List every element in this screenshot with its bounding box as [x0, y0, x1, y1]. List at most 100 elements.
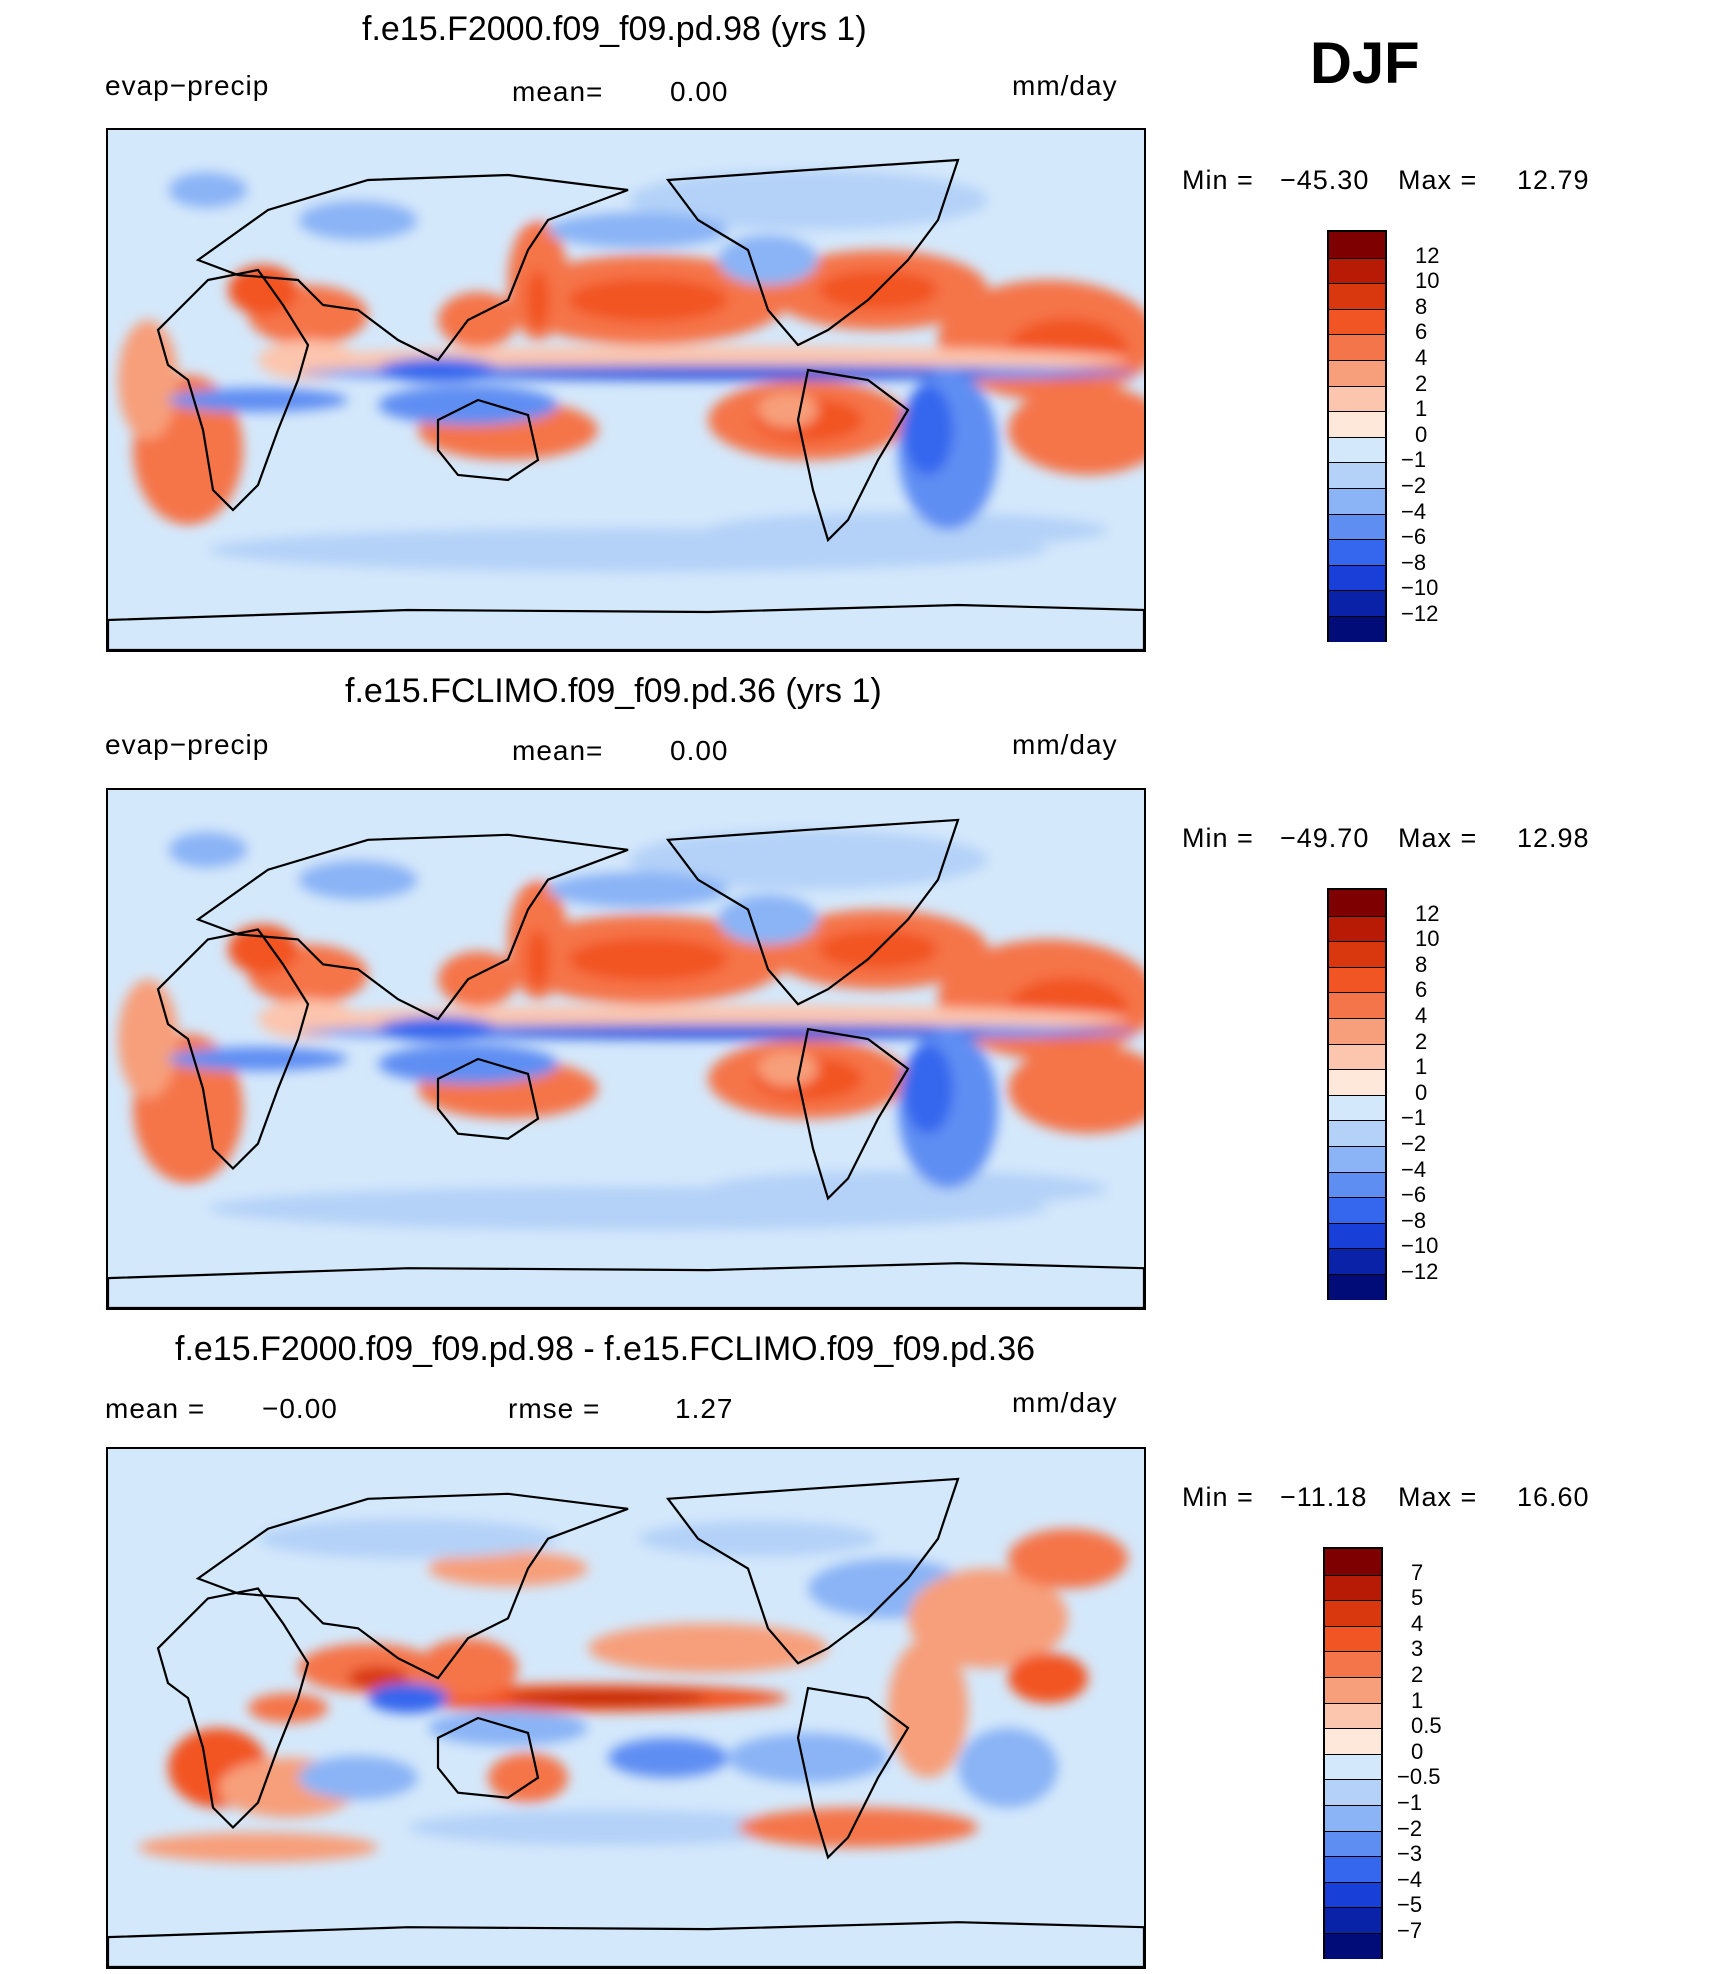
panel-2-variable-label: evap−precip — [105, 729, 270, 760]
field-contour — [568, 278, 728, 322]
field-contour — [248, 1693, 328, 1723]
colorbar-cell — [1329, 1069, 1385, 1095]
panel-3-map — [106, 1447, 1146, 1969]
panel-3-max-label: Max = — [1398, 1482, 1478, 1512]
field-contour — [758, 392, 818, 428]
panel-2-map — [106, 788, 1146, 1310]
field-contour — [168, 1047, 348, 1071]
panel-2-units: mm/day — [1012, 729, 1118, 760]
field-contour — [418, 1638, 518, 1699]
panel-3-field — [108, 1449, 1144, 1967]
field-contour — [1008, 385, 1144, 475]
colorbar-cell — [1329, 966, 1385, 993]
field-contour — [638, 1520, 878, 1557]
colorbar-level-label: −8 — [1401, 1207, 1427, 1233]
colorbar-level-label: 7 — [1411, 1559, 1424, 1585]
colorbar-level-label: 8 — [1415, 951, 1428, 977]
colorbar-cell — [1325, 1805, 1381, 1831]
colorbar-level-label: −10 — [1401, 1233, 1439, 1259]
field-contour — [488, 368, 988, 378]
panel-2-min-value: −49.70 — [1280, 823, 1370, 853]
colorbar-cell — [1329, 283, 1385, 309]
field-contour — [718, 894, 818, 945]
panel-2-mean-value: 0.00 — [670, 735, 729, 766]
colorbar-cell — [1329, 1043, 1385, 1070]
field-contour — [718, 235, 818, 285]
colorbar-cell — [1329, 257, 1385, 284]
colorbar-cell — [1325, 1856, 1381, 1882]
colorbar-level-label: 8 — [1415, 293, 1428, 319]
field-contour — [608, 1737, 728, 1778]
field-contour — [548, 871, 728, 908]
colorbar-cell — [1325, 1549, 1381, 1575]
field-contour — [378, 358, 498, 382]
colorbar-level-label: −0.5 — [1397, 1764, 1441, 1790]
field-contour — [258, 1518, 558, 1559]
field-contour — [958, 1727, 1058, 1808]
field-contour — [708, 1170, 1108, 1207]
coastline — [665, 1477, 960, 1665]
colorbar-level-label: −5 — [1397, 1892, 1423, 1918]
coastline — [796, 1686, 910, 1860]
panel-2-field — [108, 790, 1144, 1308]
colorbar-cell — [1329, 1197, 1385, 1223]
colorbar-level-label: −8 — [1401, 549, 1427, 575]
colorbar-cell — [1329, 360, 1385, 386]
field-contour — [526, 270, 550, 330]
colorbar-level-label: −3 — [1397, 1841, 1423, 1867]
colorbar-cell — [1329, 1222, 1385, 1249]
colorbar-level-label: 2 — [1415, 370, 1428, 396]
panel-1-units: mm/day — [1012, 70, 1118, 101]
panel-2-min-label: Min = — [1182, 823, 1254, 853]
panel-1-min-value: −45.30 — [1280, 165, 1370, 195]
field-contour — [903, 385, 953, 475]
colorbar-cell — [1329, 308, 1385, 335]
colorbar-cell — [1329, 1094, 1385, 1121]
field-contour — [508, 1692, 708, 1705]
field-contour — [1008, 1528, 1128, 1589]
field-contour — [298, 1755, 418, 1800]
field-contour — [108, 1248, 1144, 1289]
coastline — [436, 1716, 540, 1799]
panel-2-title: f.e15.FCLIMO.f09_f09.pd.36 (yrs 1) — [345, 672, 882, 710]
colorbar-level-label: 10 — [1415, 268, 1440, 294]
colorbar-box — [1323, 1547, 1383, 1959]
panel-1-title: f.e15.F2000.f09_f09.pd.98 (yrs 1) — [362, 10, 867, 48]
panel-3-min-value: −11.18 — [1280, 1482, 1368, 1512]
colorbar-level-label: 12 — [1415, 900, 1440, 926]
colorbar-level-label: 1 — [1411, 1687, 1424, 1713]
field-contour — [728, 1732, 888, 1783]
colorbar-cell — [1329, 992, 1385, 1018]
field-contour — [1008, 1653, 1088, 1704]
panel-3-rmse-value: 1.27 — [675, 1393, 734, 1424]
coastline — [156, 1587, 310, 1830]
panel-3-title: f.e15.F2000.f09_f09.pd.98 - f.e15.FCLIMO… — [175, 1330, 1036, 1368]
panel-3-units: mm/day — [1012, 1387, 1118, 1418]
coastline — [665, 818, 960, 1006]
field-contour — [488, 1752, 568, 1803]
colorbar-cell — [1329, 1018, 1385, 1044]
field-contour — [378, 1017, 498, 1042]
field-contour — [298, 200, 418, 240]
panel-1-mean-value: 0.00 — [670, 76, 729, 107]
colorbar-box — [1327, 888, 1387, 1300]
field-contour — [1008, 1044, 1144, 1134]
colorbar-cell — [1329, 488, 1385, 514]
season-label: DJF — [1310, 31, 1420, 96]
colorbar-cell — [1329, 941, 1385, 967]
field-contour — [738, 1807, 978, 1848]
field-contour — [628, 829, 988, 890]
colorbar-level-label: 0 — [1415, 421, 1428, 447]
colorbar-level-label: 4 — [1415, 345, 1428, 370]
field-contour — [168, 172, 248, 208]
colorbar-level-label: −4 — [1397, 1866, 1423, 1892]
colorbar-cell — [1329, 1274, 1385, 1300]
colorbar-level-label: 10 — [1415, 926, 1440, 952]
coastline — [156, 268, 310, 512]
panel-1-variable-label: evap−precip — [105, 70, 270, 101]
colorbar-cell — [1329, 564, 1385, 591]
colorbar-cell — [1325, 1574, 1381, 1601]
colorbar-cell — [1325, 1728, 1381, 1754]
field-contour — [228, 265, 298, 315]
field-contour — [708, 512, 1108, 548]
